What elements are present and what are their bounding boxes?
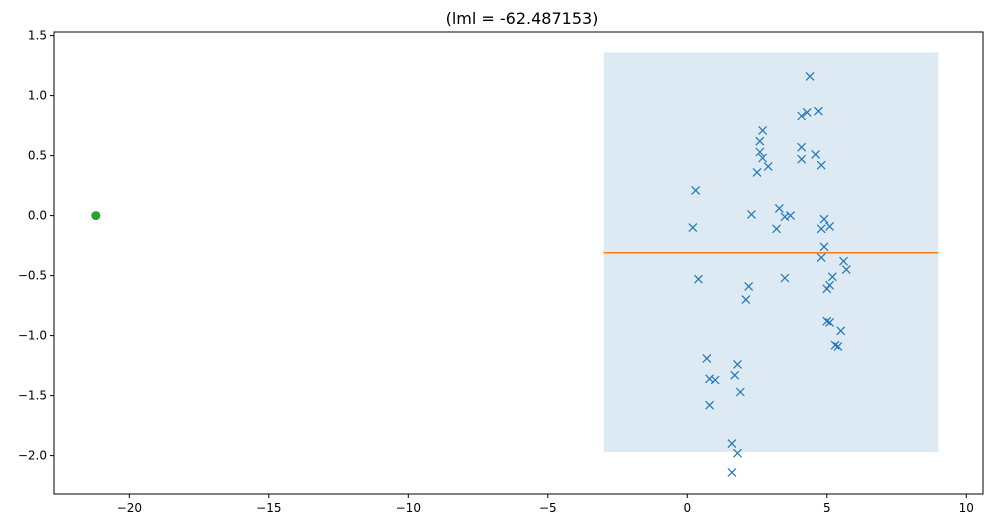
observation-marker xyxy=(705,374,715,384)
observation-marker xyxy=(813,106,823,116)
observation-marker xyxy=(825,221,834,231)
plot-area xyxy=(91,52,939,477)
observation-marker xyxy=(741,295,751,305)
y-tick-label: 0.0 xyxy=(28,209,47,223)
observation-marker xyxy=(839,256,848,266)
axes-frame xyxy=(53,31,984,495)
observation-marker xyxy=(735,387,745,397)
y-tick-label: 1.0 xyxy=(28,89,47,103)
observation-marker xyxy=(744,281,754,291)
observation-marker xyxy=(755,147,765,157)
observation-marker xyxy=(758,125,768,135)
observation-markers xyxy=(688,71,851,477)
x-tick-label: −5 xyxy=(539,501,557,515)
observation-marker xyxy=(797,111,807,121)
observation-marker xyxy=(797,142,807,152)
observation-marker xyxy=(772,224,781,234)
observation-marker xyxy=(702,353,712,363)
y-tick-label: −1.5 xyxy=(18,389,47,403)
observation-marker xyxy=(836,326,846,336)
observation-marker xyxy=(816,160,826,170)
observation-marker xyxy=(727,467,737,477)
observation-marker xyxy=(774,203,784,213)
observation-marker xyxy=(816,253,826,263)
observation-marker xyxy=(830,340,840,350)
x-tick-label: 0 xyxy=(683,501,691,515)
observation-marker xyxy=(730,370,740,380)
x-tick-label: 10 xyxy=(959,501,974,515)
x-tick-label: −20 xyxy=(117,501,142,515)
observation-marker xyxy=(786,211,795,221)
observation-marker xyxy=(827,272,837,282)
observation-marker xyxy=(819,214,829,224)
y-tick-label: −2.0 xyxy=(18,449,47,463)
observation-marker xyxy=(688,223,698,233)
observation-marker xyxy=(705,400,715,410)
x-axis: −20 −15 −10 −5 0 5 10 xyxy=(117,494,974,515)
observation-marker xyxy=(811,149,821,159)
observation-marker xyxy=(819,242,829,252)
y-tick-label: 0.5 xyxy=(28,149,47,163)
observation-marker xyxy=(825,317,834,327)
observation-marker xyxy=(691,185,701,195)
observation-marker xyxy=(710,375,720,385)
observation-marker xyxy=(733,359,742,369)
observation-marker xyxy=(833,341,843,351)
y-tick-label: −1.0 xyxy=(18,329,47,343)
observation-marker xyxy=(780,273,790,283)
observation-marker xyxy=(694,274,703,284)
y-tick-label: 1.5 xyxy=(28,29,47,43)
x-tick-label: −10 xyxy=(396,501,421,515)
observation-marker xyxy=(763,161,773,171)
observation-marker xyxy=(727,439,737,449)
highlight-point xyxy=(91,211,101,221)
observation-marker xyxy=(825,280,834,290)
observation-marker xyxy=(780,212,790,222)
y-axis: −2.0 −1.5 −1.0 −0.5 0.0 0.5 1.0 1.5 xyxy=(18,29,54,463)
x-tick-label: −15 xyxy=(256,501,281,515)
observation-marker xyxy=(758,153,768,163)
chart-title: (lml = -62.487153) xyxy=(446,9,599,28)
observation-marker xyxy=(816,224,826,234)
observation-marker xyxy=(747,209,756,219)
observation-marker xyxy=(841,265,851,275)
observation-marker xyxy=(822,316,832,326)
observation-marker xyxy=(733,448,742,458)
x-tick-label: 5 xyxy=(823,501,831,515)
observation-marker xyxy=(802,107,812,117)
observation-marker xyxy=(755,136,765,146)
y-tick-label: −0.5 xyxy=(18,269,47,283)
observation-marker xyxy=(752,167,762,177)
observation-marker xyxy=(805,71,815,81)
observation-marker xyxy=(797,154,807,164)
